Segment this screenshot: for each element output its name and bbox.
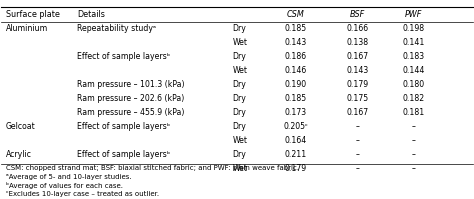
Text: Effect of sample layersᵇ: Effect of sample layersᵇ: [77, 150, 170, 159]
Text: Dry: Dry: [232, 122, 246, 131]
Text: Gelcoat: Gelcoat: [6, 122, 36, 131]
Text: Surface plate: Surface plate: [6, 10, 60, 19]
Text: 0.211: 0.211: [285, 150, 307, 159]
Text: Effect of sample layersᵇ: Effect of sample layersᵇ: [77, 122, 170, 131]
Text: Wet: Wet: [232, 164, 247, 173]
Text: Dry: Dry: [232, 24, 246, 33]
Text: –: –: [355, 122, 359, 131]
Text: 0.146: 0.146: [285, 66, 307, 75]
Text: 0.185: 0.185: [285, 94, 307, 103]
Text: 0.143: 0.143: [285, 38, 307, 47]
Text: –: –: [412, 164, 416, 173]
Text: Ram pressure – 202.6 (kPa): Ram pressure – 202.6 (kPa): [77, 94, 184, 103]
Text: ᶜExcludes 10-layer case – treated as outlier.: ᶜExcludes 10-layer case – treated as out…: [6, 191, 159, 197]
Text: Dry: Dry: [232, 94, 246, 103]
Text: ᵃAverage of 5- and 10-layer studies.: ᵃAverage of 5- and 10-layer studies.: [6, 174, 132, 180]
Text: CSM: chopped strand mat; BSF: biaxial stitched fabric; and PWF: plain weave fabr: CSM: chopped strand mat; BSF: biaxial st…: [6, 166, 299, 172]
Text: ᵇAverage of values for each case.: ᵇAverage of values for each case.: [6, 182, 123, 189]
Text: Repeatability studyᵃ: Repeatability studyᵃ: [77, 24, 156, 33]
Text: Acrylic: Acrylic: [6, 150, 32, 159]
Text: Aluminium: Aluminium: [6, 24, 48, 33]
Text: 0.182: 0.182: [402, 94, 425, 103]
Text: Wet: Wet: [232, 66, 247, 75]
Text: 0.179: 0.179: [346, 80, 368, 89]
Text: 0.138: 0.138: [346, 38, 368, 47]
Text: –: –: [355, 136, 359, 145]
Text: PWF: PWF: [405, 10, 422, 19]
Text: 0.180: 0.180: [402, 80, 425, 89]
Text: 0.173: 0.173: [285, 108, 307, 117]
Text: 0.167: 0.167: [346, 108, 368, 117]
Text: 0.143: 0.143: [346, 66, 368, 75]
Text: Dry: Dry: [232, 52, 246, 61]
Text: Details: Details: [77, 10, 105, 19]
Text: 0.164: 0.164: [285, 136, 307, 145]
Text: Wet: Wet: [232, 136, 247, 145]
Text: Dry: Dry: [232, 150, 246, 159]
Text: –: –: [355, 150, 359, 159]
Text: Dry: Dry: [232, 108, 246, 117]
Text: –: –: [412, 150, 416, 159]
Text: CSM: CSM: [287, 10, 305, 19]
Text: 0.183: 0.183: [402, 52, 425, 61]
Text: 0.198: 0.198: [402, 24, 425, 33]
Text: Wet: Wet: [232, 38, 247, 47]
Text: 0.186: 0.186: [285, 52, 307, 61]
Text: Dry: Dry: [232, 80, 246, 89]
Text: 0.175: 0.175: [346, 94, 368, 103]
Text: 0.181: 0.181: [402, 108, 425, 117]
Text: 0.205ᶜ: 0.205ᶜ: [283, 122, 309, 131]
Text: –: –: [355, 164, 359, 173]
Text: 0.185: 0.185: [285, 24, 307, 33]
Text: 0.166: 0.166: [346, 24, 368, 33]
Text: 0.190: 0.190: [285, 80, 307, 89]
Text: Ram pressure – 455.9 (kPa): Ram pressure – 455.9 (kPa): [77, 108, 184, 117]
Text: 0.167: 0.167: [346, 52, 368, 61]
Text: 0.144: 0.144: [402, 66, 425, 75]
Text: Effect of sample layersᵇ: Effect of sample layersᵇ: [77, 52, 170, 61]
Text: –: –: [412, 136, 416, 145]
Text: 0.141: 0.141: [402, 38, 425, 47]
Text: Ram pressure – 101.3 (kPa): Ram pressure – 101.3 (kPa): [77, 80, 184, 89]
Text: BSF: BSF: [349, 10, 365, 19]
Text: 0.179: 0.179: [285, 164, 307, 173]
Text: –: –: [412, 122, 416, 131]
